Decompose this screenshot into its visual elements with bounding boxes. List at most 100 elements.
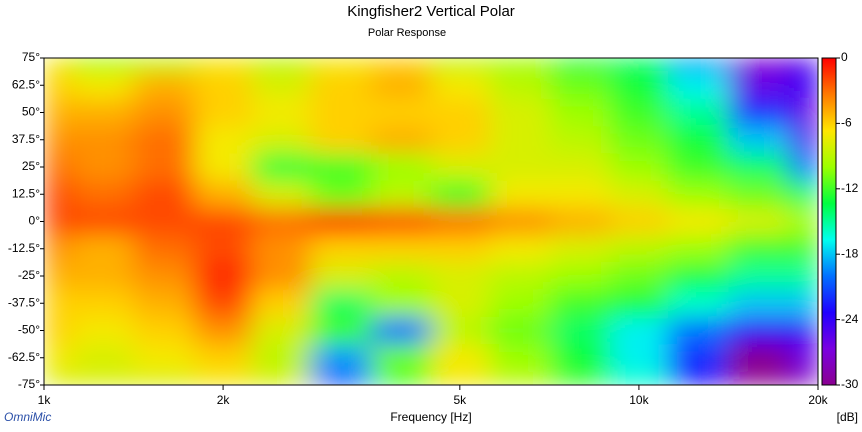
heat-cell — [489, 153, 551, 182]
heat-cell — [550, 316, 611, 345]
heat-cell — [310, 153, 372, 182]
y-tick-label: -37.5° — [8, 295, 40, 309]
heat-cell — [431, 316, 491, 345]
heat-cell — [610, 153, 669, 182]
heat-cell — [194, 58, 253, 73]
heat-cell — [194, 235, 253, 263]
y-tick-label: -50° — [18, 323, 40, 337]
heat-cell — [489, 289, 551, 318]
heat-cell — [371, 207, 432, 236]
heat-cell — [251, 235, 312, 263]
heat-cell — [251, 126, 312, 154]
heat-cell — [371, 153, 432, 182]
heat-cell — [550, 126, 611, 154]
heat-cell — [310, 316, 372, 345]
heat-cell — [489, 316, 551, 345]
heat-cell — [610, 180, 669, 209]
heat-cell — [610, 289, 669, 318]
heat-cell — [667, 98, 729, 127]
heat-cell — [789, 71, 818, 100]
heat-cell — [371, 180, 432, 209]
heat-cell — [44, 71, 74, 100]
heat-cell — [789, 98, 818, 127]
y-tick-label: 25° — [22, 159, 40, 173]
heat-cell — [310, 344, 372, 372]
heat-cell — [667, 289, 729, 318]
heat-cell — [133, 344, 195, 372]
heat-cell — [489, 371, 551, 385]
heat-cell — [251, 289, 312, 318]
heat-cell — [371, 344, 432, 372]
heat-cell — [133, 262, 195, 291]
heat-cell — [550, 207, 611, 236]
heat-cell — [610, 207, 669, 236]
heat-cell — [44, 235, 74, 263]
heat-cell — [550, 180, 611, 209]
heat-cell — [610, 71, 669, 100]
heat-cell — [371, 289, 432, 318]
colorbar — [821, 57, 837, 386]
heat-cell — [728, 262, 790, 291]
heat-cell — [251, 262, 312, 291]
heat-cell — [728, 71, 790, 100]
y-tick-label: -12.5° — [8, 241, 40, 255]
heat-cell — [550, 153, 611, 182]
y-tick-label: 50° — [22, 105, 40, 119]
heat-cell — [310, 71, 372, 100]
heat-cell — [431, 126, 491, 154]
heat-cell — [251, 180, 312, 209]
heat-cell — [371, 371, 432, 385]
x-tick-label: 10k — [629, 393, 649, 407]
heat-cell — [44, 126, 74, 154]
x-tick-label: 2k — [217, 393, 231, 407]
heat-cell — [251, 58, 312, 73]
heat-cell — [667, 235, 729, 263]
heat-cell — [550, 371, 611, 385]
heat-cell — [550, 71, 611, 100]
heat-cell — [251, 316, 312, 345]
heat-cell — [728, 371, 790, 385]
heat-cell — [489, 98, 551, 127]
heat-cell — [72, 207, 135, 236]
heat-cell — [44, 316, 74, 345]
heat-cell — [550, 289, 611, 318]
heat-cell — [431, 71, 491, 100]
heat-cell — [431, 289, 491, 318]
colorbar-tick-label: -6 — [841, 116, 852, 130]
heat-cell — [431, 98, 491, 127]
heat-cell — [194, 316, 253, 345]
heat-cell — [133, 98, 195, 127]
heat-cell — [728, 126, 790, 154]
heat-cell — [610, 316, 669, 345]
chart-subtitle: Polar Response — [368, 27, 446, 39]
heat-cell — [371, 262, 432, 291]
heat-cell — [251, 98, 312, 127]
heat-cell — [789, 371, 818, 385]
heat-cell — [667, 316, 729, 345]
heat-cell — [728, 344, 790, 372]
heat-cell — [44, 207, 74, 236]
heat-cell — [44, 180, 74, 209]
heat-cell — [133, 71, 195, 100]
heat-cell — [489, 180, 551, 209]
heat-cell — [194, 207, 253, 236]
heat-cell — [489, 344, 551, 372]
heat-cell — [667, 153, 729, 182]
heat-cell — [728, 58, 790, 73]
heat-cell — [728, 289, 790, 318]
heat-cell — [72, 235, 135, 263]
heat-cell — [431, 207, 491, 236]
heat-cell — [194, 262, 253, 291]
heat-cell — [310, 58, 372, 73]
heatmap — [44, 58, 818, 385]
x-tick-label: 1k — [38, 393, 52, 407]
y-tick-label: -75° — [18, 377, 40, 391]
heat-cell — [72, 98, 135, 127]
y-tick-label: 0° — [29, 214, 41, 228]
heat-cell — [310, 371, 372, 385]
heat-cell — [44, 262, 74, 291]
heat-cell — [728, 180, 790, 209]
heat-cell — [667, 262, 729, 291]
heat-cell — [44, 371, 74, 385]
heat-cell — [371, 126, 432, 154]
